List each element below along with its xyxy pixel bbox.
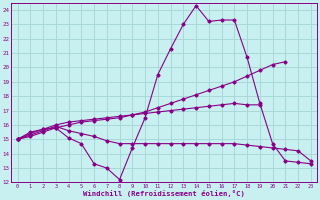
X-axis label: Windchill (Refroidissement éolien,°C): Windchill (Refroidissement éolien,°C) xyxy=(83,190,245,197)
